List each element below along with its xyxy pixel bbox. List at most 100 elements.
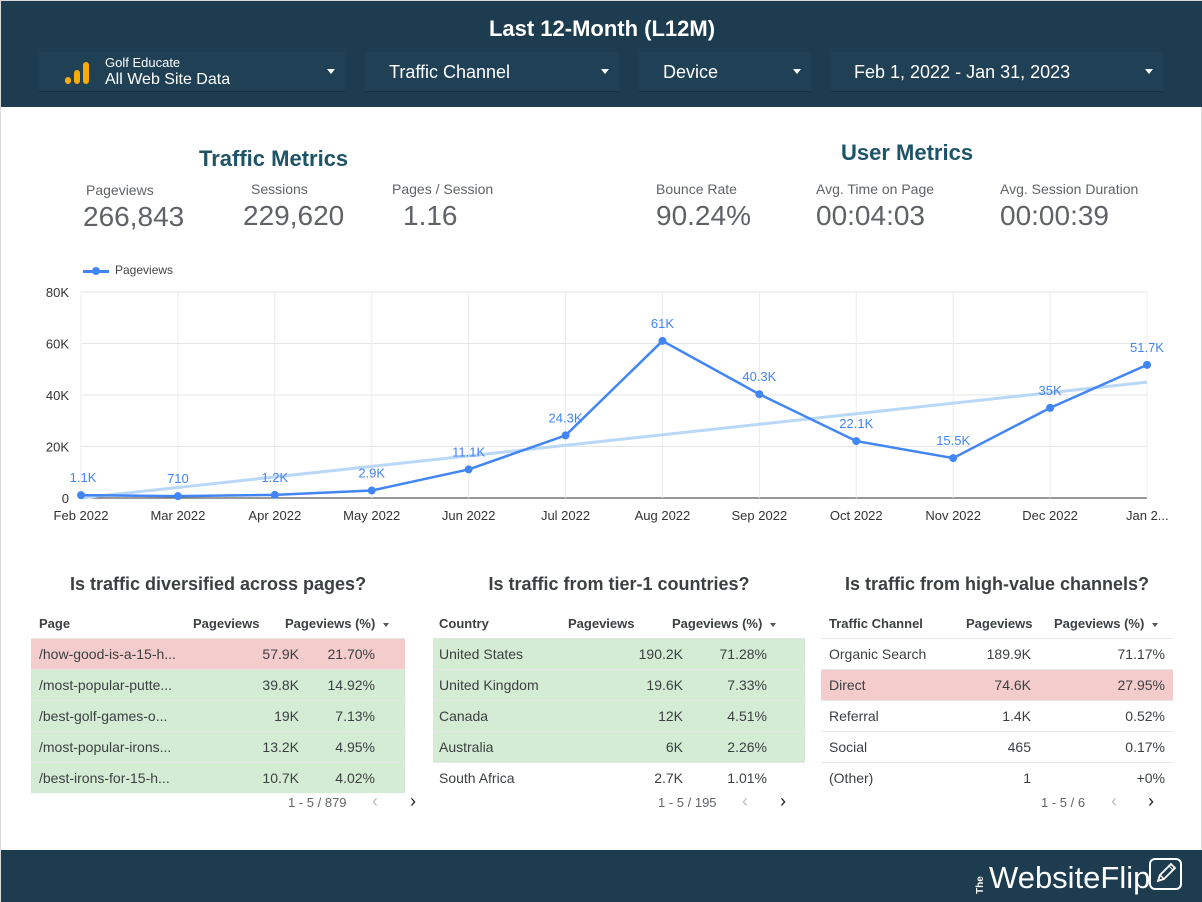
table-row[interactable]: /best-irons-for-15-h... 10.7K 4.02% — [31, 762, 405, 793]
pageviews-percent-cell: 71.28% — [719, 646, 767, 662]
x-tick-label: Apr 2022 — [248, 508, 301, 523]
pageviews-cell: 189.9K — [986, 646, 1031, 662]
pages-per-session-label: Pages / Session — [392, 181, 494, 197]
y-tick-label: 0 — [62, 491, 69, 506]
next-page-button[interactable]: › — [780, 791, 786, 811]
data-point — [852, 437, 861, 446]
pageviews-cell: 190.2K — [638, 646, 683, 662]
data-label: 1.2K — [261, 470, 288, 485]
data-point — [658, 336, 667, 345]
bounce-rate-label: Bounce Rate — [656, 181, 737, 197]
channels-header-0[interactable]: Traffic Channel — [829, 616, 923, 631]
data-point — [270, 490, 279, 499]
table-row[interactable]: United States 190.2K 71.28% — [433, 638, 805, 669]
report-title: Last 12-Month (L12M) — [488, 16, 716, 41]
table-row[interactable]: /best-golf-games-o... 19K 7.13% — [31, 700, 405, 731]
pageviews-percent-cell: 2.26% — [727, 739, 767, 755]
country-cell: Australia — [439, 739, 494, 755]
previous-page-button[interactable]: ‹ — [742, 791, 748, 811]
table-row[interactable]: South Africa 2.7K 1.01% — [433, 762, 805, 793]
x-tick-label: Sep 2022 — [732, 508, 788, 523]
table-row[interactable]: Canada 12K 4.51% — [433, 700, 805, 731]
column-header-label: Pageviews (%) — [1054, 616, 1145, 631]
pageviews-percent-cell: 71.17% — [1117, 646, 1165, 662]
pages-header-0[interactable]: Page — [39, 616, 70, 631]
pages-table: Page Pageviews Pageviews (%) /how-good-is-a… — [31, 608, 416, 813]
sort-descending-icon[interactable] — [1152, 622, 1159, 627]
device-filter[interactable]: Device — [639, 52, 811, 92]
sort-descending-icon[interactable] — [383, 622, 390, 627]
countries-header-1[interactable]: Pageviews — [568, 616, 635, 631]
pageviews-percent-cell: +0% — [1136, 770, 1165, 786]
date-range-picker[interactable]: Feb 1, 2022 - Jan 31, 2023 — [831, 52, 1163, 92]
table-row[interactable]: /most-popular-irons... 13.2K 4.95% — [31, 731, 405, 762]
data-label: 35K — [1039, 383, 1062, 398]
data-point — [367, 486, 376, 495]
next-page-button[interactable]: › — [1148, 791, 1154, 811]
table-row[interactable]: /how-good-is-a-15-h... 57.9K 21.70% — [31, 638, 405, 669]
pageviews-percent-cell: 7.33% — [727, 677, 767, 693]
table-row[interactable]: (Other) 1 +0% — [821, 762, 1173, 793]
sessions-label: Sessions — [251, 181, 308, 197]
data-point — [1046, 403, 1055, 412]
device-filter-label: Device — [663, 62, 719, 82]
next-page-button[interactable]: › — [410, 791, 416, 811]
channel-cell: Direct — [829, 677, 866, 693]
data-point — [561, 431, 570, 440]
countries-header-2[interactable]: Pageviews (%) — [672, 616, 777, 631]
table-row[interactable]: Australia 6K 2.26% — [433, 731, 805, 762]
pageviews-cell: 2.7K — [654, 770, 683, 786]
pageviews-cell: 19K — [274, 708, 299, 724]
pageviews-label: Pageviews — [86, 182, 154, 198]
channels-header-1[interactable]: Pageviews — [966, 616, 1033, 631]
x-tick-label: May 2022 — [343, 508, 400, 523]
pages-header-1[interactable]: Pageviews — [193, 616, 260, 631]
data-label: 2.9K — [358, 466, 385, 481]
pageviews-cell: 6K — [665, 739, 683, 755]
pageviews-cell: 10.7K — [262, 770, 299, 786]
page-cell: /best-irons-for-15-h... — [39, 770, 170, 786]
traffic-channel-filter[interactable]: Traffic Channel — [365, 52, 619, 92]
table-row[interactable]: Social 465 0.17% — [821, 731, 1173, 762]
previous-page-button[interactable]: ‹ — [372, 791, 378, 811]
pageviews-percent-cell: 7.13% — [335, 708, 375, 724]
x-tick-label: Nov 2022 — [925, 508, 981, 523]
page-cell: /most-popular-putte... — [39, 677, 173, 693]
table-row[interactable]: /most-popular-putte... 39.8K 14.92% — [31, 669, 405, 700]
x-tick-label: Feb 2022 — [54, 508, 109, 523]
chevron-down-icon — [601, 69, 609, 74]
table-row[interactable]: Organic Search 189.9K 71.17% — [821, 638, 1173, 669]
column-header-label: Pageviews — [193, 616, 260, 631]
data-label: 22.1K — [839, 416, 873, 431]
previous-page-button[interactable]: ‹ — [1111, 791, 1117, 811]
pages-header-2[interactable]: Pageviews (%) — [285, 616, 390, 631]
x-tick-label: Aug 2022 — [635, 508, 691, 523]
pageviews-value: 266,843 — [83, 201, 185, 232]
y-tick-label: 80K — [46, 285, 69, 300]
x-tick-label: Jan 2... — [1126, 508, 1169, 523]
data-label: 11.1K — [452, 444, 485, 459]
table-row[interactable]: Referral 1.4K 0.52% — [821, 700, 1173, 731]
account-selector[interactable]: Golf Educate All Web Site Data — [39, 52, 345, 92]
y-tick-label: 60K — [46, 337, 69, 352]
channels-header-2[interactable]: Pageviews (%) — [1054, 616, 1159, 631]
pageviews-cell: 39.8K — [262, 677, 299, 693]
pageviews-cell: 74.6K — [994, 677, 1031, 693]
pageviews-cell: 12K — [658, 708, 683, 724]
table-row[interactable]: United Kingdom 19.6K 7.33% — [433, 669, 805, 700]
pages-per-session-value: 1.16 — [403, 200, 458, 231]
sort-descending-icon[interactable] — [770, 622, 777, 627]
page-cell: /how-good-is-a-15-h... — [39, 646, 176, 662]
account-name: Golf Educate — [105, 55, 181, 70]
countries-header-0[interactable]: Country — [439, 616, 489, 631]
chevron-down-icon — [793, 69, 801, 74]
pageviews-percent-cell: 0.17% — [1125, 739, 1165, 755]
avg-session-duration-value: 00:00:39 — [1000, 200, 1109, 231]
pageviews-percent-cell: 4.95% — [335, 739, 375, 755]
channel-cell: Referral — [829, 708, 879, 724]
avg-time-on-page-value: 00:04:03 — [816, 200, 925, 231]
table-row[interactable]: Direct 74.6K 27.95% — [821, 669, 1173, 700]
data-point — [77, 491, 85, 500]
property-name: All Web Site Data — [105, 71, 231, 88]
